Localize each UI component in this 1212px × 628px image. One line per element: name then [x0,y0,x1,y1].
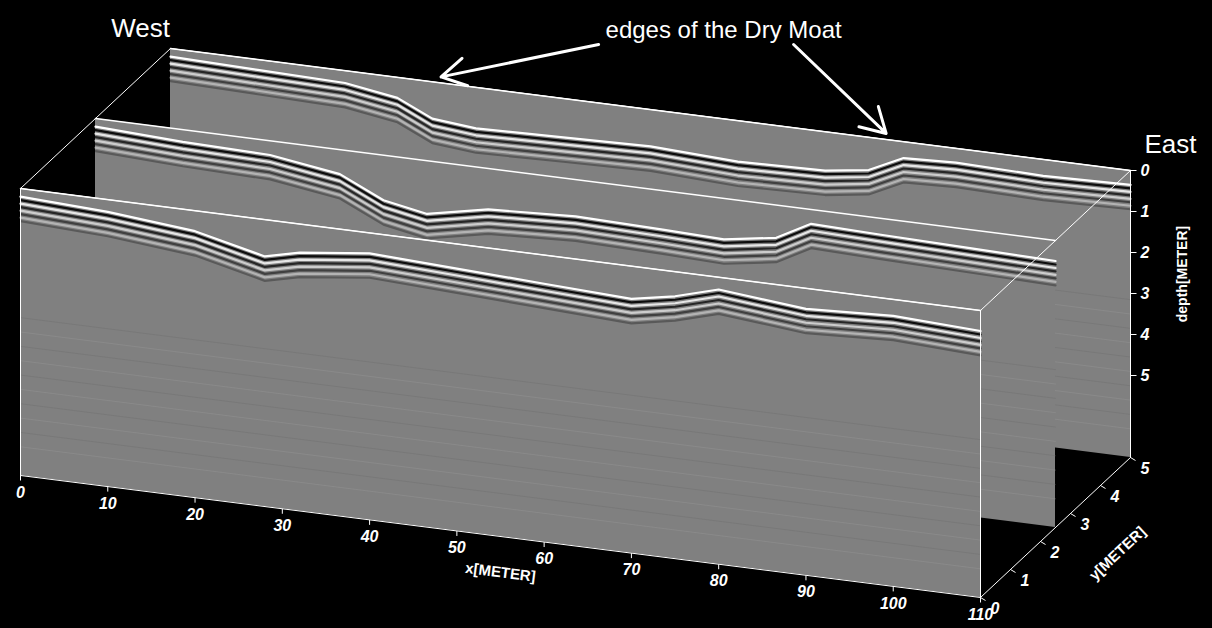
svg-text:0: 0 [16,484,25,501]
svg-text:5: 5 [1141,367,1151,384]
svg-text:100: 100 [880,595,907,612]
svg-text:0: 0 [1141,162,1150,179]
svg-text:2: 2 [1140,244,1150,261]
svg-text:110: 110 [968,606,994,623]
svg-text:edges of the Dry Moat: edges of the Dry Moat [606,16,842,43]
svg-text:20: 20 [185,506,204,523]
svg-text:70: 70 [623,561,641,578]
svg-text:3: 3 [1081,516,1090,533]
svg-text:East: East [1144,129,1197,159]
svg-text:West: West [111,13,171,43]
svg-text:1: 1 [1021,572,1030,589]
svg-text:30: 30 [273,517,291,534]
svg-text:0: 0 [991,600,1000,617]
svg-text:4: 4 [1140,326,1150,343]
svg-text:40: 40 [360,528,379,545]
svg-text:3: 3 [1141,285,1150,302]
svg-text:y[METER]: y[METER] [1085,523,1148,584]
svg-text:5: 5 [1141,460,1151,477]
svg-text:2: 2 [1050,544,1060,561]
svg-text:10: 10 [99,495,117,512]
svg-text:80: 80 [710,572,728,589]
svg-text:depth[METER]: depth[METER] [1174,226,1190,322]
svg-text:1: 1 [1141,203,1150,220]
svg-text:4: 4 [1110,488,1120,505]
svg-text:90: 90 [797,583,815,600]
svg-text:x[METER]: x[METER] [464,559,536,585]
svg-text:50: 50 [448,539,466,556]
svg-text:60: 60 [535,550,553,567]
